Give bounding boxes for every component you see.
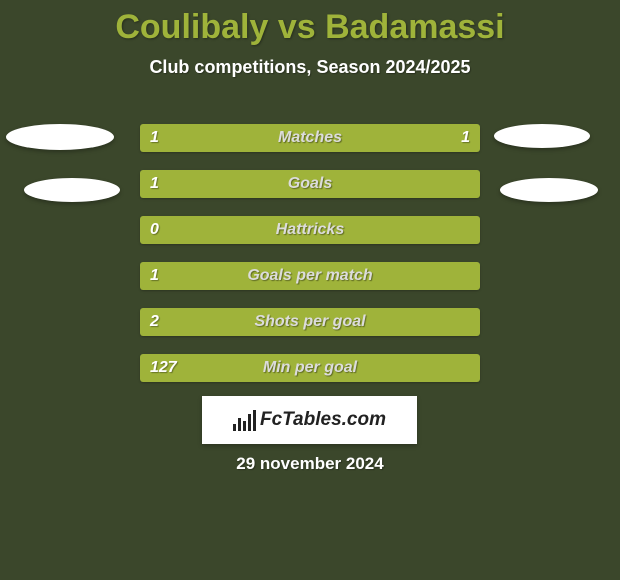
stat-value-right: 1 [461,129,470,147]
subtitle: Club competitions, Season 2024/2025 [0,57,620,78]
stat-label: Shots per goal [140,313,480,331]
comparison-infographic: Coulibaly vs Badamassi Club competitions… [0,0,620,580]
right-ellipse-2 [500,178,598,202]
fctables-logo: FcTables.com [202,396,417,444]
stat-value-left: 2 [150,313,159,331]
stat-label: Matches [140,129,480,147]
stat-value-left: 0 [150,221,159,239]
stat-label: Goals [140,175,480,193]
stat-rows: 1Matches11Goals0Hattricks1Goals per matc… [140,124,480,400]
stat-label: Min per goal [140,359,480,377]
stat-label: Goals per match [140,267,480,285]
stat-row: 0Hattricks [140,216,480,244]
stat-row: 1Matches1 [140,124,480,152]
stat-row: 1Goals per match [140,262,480,290]
page-title: Coulibaly vs Badamassi [0,0,620,47]
stat-row: 127Min per goal [140,354,480,382]
logo-text: FcTables.com [260,409,386,431]
stat-value-left: 1 [150,175,159,193]
stat-value-left: 127 [150,359,177,377]
left-ellipse-1 [6,124,114,150]
stat-label: Hattricks [140,221,480,239]
left-ellipse-2 [24,178,120,202]
footer-date: 29 november 2024 [0,454,620,474]
stat-row: 1Goals [140,170,480,198]
stat-value-left: 1 [150,267,159,285]
logo-bars-icon [233,409,256,431]
stat-row: 2Shots per goal [140,308,480,336]
right-ellipse-1 [494,124,590,148]
stat-value-left: 1 [150,129,159,147]
